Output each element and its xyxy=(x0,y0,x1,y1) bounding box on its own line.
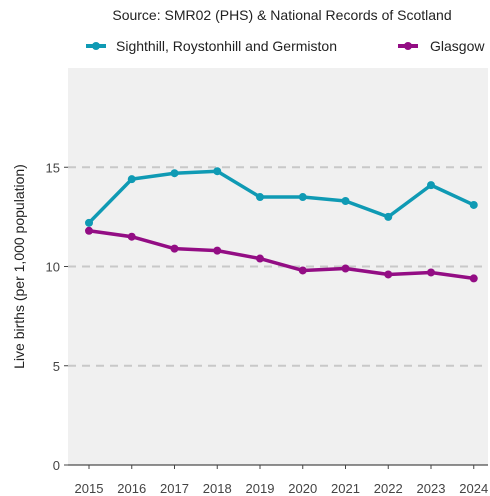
data-point-sighthill-2022 xyxy=(384,212,393,221)
data-point-glasgow-2017 xyxy=(170,244,179,253)
x-tick-label-2018: 2018 xyxy=(203,481,232,496)
x-tick-label-2020: 2020 xyxy=(288,481,317,496)
x-tick-label-2015: 2015 xyxy=(75,481,104,496)
data-point-sighthill-2015 xyxy=(85,218,93,227)
y-tick-label-0: 0 xyxy=(53,458,60,473)
series-layer xyxy=(85,167,478,283)
x-tick-label-2023: 2023 xyxy=(417,481,446,496)
data-point-sighthill-2024 xyxy=(469,200,478,209)
legend-label-glasgow: Glasgow xyxy=(430,38,485,54)
data-point-glasgow-2015 xyxy=(85,226,93,235)
legend-label-sighthill: Sighthill, Roystonhill and Germiston xyxy=(116,38,337,54)
data-point-sighthill-2017 xyxy=(170,169,179,178)
data-point-sighthill-2020 xyxy=(298,193,307,202)
y-axis-label: Live births (per 1,000 population) xyxy=(11,164,27,369)
data-point-sighthill-2018 xyxy=(213,167,222,176)
data-point-glasgow-2022 xyxy=(384,270,393,279)
data-point-glasgow-2021 xyxy=(341,264,350,273)
series-line-glasgow xyxy=(87,229,476,281)
data-point-sighthill-2019 xyxy=(256,193,264,202)
data-point-sighthill-2021 xyxy=(341,196,350,205)
data-point-glasgow-2018 xyxy=(213,246,222,255)
data-point-sighthill-2016 xyxy=(127,175,136,184)
legend-marker-sighthill xyxy=(92,42,100,50)
data-point-glasgow-2023 xyxy=(427,268,435,277)
data-point-glasgow-2020 xyxy=(298,266,307,275)
y-tick-label-5: 5 xyxy=(53,359,60,374)
x-tick-label-2024: 2024 xyxy=(459,481,488,496)
axis-ticks: 0 5 10 15 2015 2016 2017 2018 2019 2020 2021 2022 20… xyxy=(46,160,489,496)
x-tick-label-2021: 2021 xyxy=(331,481,360,496)
series-line-sighthill xyxy=(87,169,476,225)
data-point-glasgow-2016 xyxy=(127,232,136,241)
gridlines xyxy=(68,166,488,367)
data-point-glasgow-2019 xyxy=(256,254,264,263)
y-tick-label-10: 10 xyxy=(46,260,60,275)
chart-subtitle: Source: SMR02 (PHS) & National Records o… xyxy=(112,7,451,23)
x-tick-label-2022: 2022 xyxy=(374,481,403,496)
y-tick-label-15: 15 xyxy=(46,160,60,175)
x-tick-label-2017: 2017 xyxy=(160,481,189,496)
x-tick-label-2016: 2016 xyxy=(117,481,146,496)
legend: Sighthill, Roystonhill and Germiston Gla… xyxy=(86,38,485,54)
legend-marker-glasgow xyxy=(404,42,412,50)
data-point-sighthill-2023 xyxy=(427,181,435,190)
x-tick-label-2019: 2019 xyxy=(246,481,275,496)
data-point-glasgow-2024 xyxy=(469,274,478,283)
